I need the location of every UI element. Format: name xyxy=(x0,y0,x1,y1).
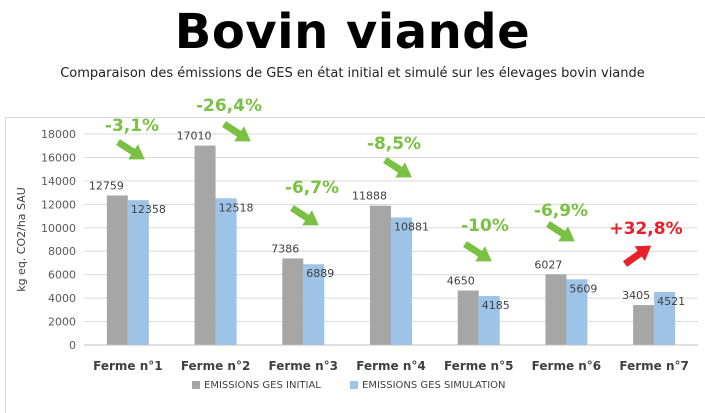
bar-initial xyxy=(633,305,655,345)
arrow-shape xyxy=(546,221,575,242)
arrow-shape xyxy=(222,121,251,142)
y-tick-label: 18000 xyxy=(41,128,76,141)
x-tick-label: Ferme n°4 xyxy=(356,359,425,373)
bar-initial xyxy=(457,290,479,345)
page-title: Bovin viande xyxy=(174,4,531,60)
x-tick-label: Ferme n°2 xyxy=(181,359,250,373)
data-label-initial: 3405 xyxy=(622,289,650,302)
x-tick-label: Ferme n°3 xyxy=(269,359,338,373)
x-tick-label: Ferme n°5 xyxy=(444,359,513,373)
arrow-up-right-icon xyxy=(622,245,652,267)
data-label-initial: 12759 xyxy=(89,179,124,192)
arrow-down-right-icon xyxy=(222,121,251,142)
bar-simulation xyxy=(566,279,588,345)
y-axis-label: kg eq. CO2/ha SAU xyxy=(15,187,28,292)
y-tick-label: 14000 xyxy=(41,175,76,188)
arrow-down-right-icon xyxy=(463,241,492,262)
arrow-shape xyxy=(622,245,652,267)
bar-initial xyxy=(194,145,216,345)
arrow-shape xyxy=(290,205,319,226)
percent-change-label: +32,8% xyxy=(609,219,682,239)
y-tick-label: 12000 xyxy=(41,198,76,211)
data-label-simulation: 5609 xyxy=(569,282,597,295)
percent-change-label: -8,5% xyxy=(367,134,421,154)
y-tick-label: 6000 xyxy=(48,269,76,282)
legend-swatch xyxy=(350,381,358,389)
data-label-simulation: 12358 xyxy=(131,203,166,216)
percent-change-label: -6,9% xyxy=(534,201,588,221)
data-label-initial: 4650 xyxy=(447,274,475,287)
bar-simulation xyxy=(215,198,237,345)
bar-initial xyxy=(545,274,567,345)
arrow-down-right-icon xyxy=(290,205,319,226)
data-label-initial: 11888 xyxy=(352,190,387,203)
bar-initial xyxy=(370,205,391,345)
y-tick-label: 16000 xyxy=(41,151,76,164)
percent-change-label: -6,7% xyxy=(285,178,339,198)
bar-simulation xyxy=(391,217,412,345)
data-label-initial: 17010 xyxy=(177,130,212,143)
arrow-shape xyxy=(116,139,145,160)
arrow-down-right-icon xyxy=(546,221,575,242)
bar-simulation xyxy=(654,292,676,345)
data-label-initial: 7386 xyxy=(271,242,299,255)
percent-change-label: -26,4% xyxy=(196,96,262,116)
y-tick-label: 2000 xyxy=(48,316,76,329)
data-label-initial: 6027 xyxy=(534,258,562,271)
x-tick-label: Ferme n°7 xyxy=(619,359,688,373)
y-tick-label: 8000 xyxy=(48,245,76,258)
data-label-simulation: 10881 xyxy=(394,220,429,233)
legend-label: EMISSIONS GES SIMULATION xyxy=(362,380,506,391)
arrow-down-right-icon xyxy=(116,139,145,160)
y-tick-label: 0 xyxy=(69,339,76,352)
y-tick-label: 4000 xyxy=(48,292,76,305)
arrow-shape xyxy=(383,157,412,178)
x-tick-label: Ferme n°6 xyxy=(532,359,601,373)
bar-initial xyxy=(282,258,304,345)
data-label-simulation: 4185 xyxy=(482,299,510,312)
arrow-down-right-icon xyxy=(383,157,412,178)
data-label-simulation: 12518 xyxy=(219,201,254,214)
bar-simulation xyxy=(478,295,500,345)
legend-label: EMISSIONS GES INITIAL xyxy=(204,380,321,391)
data-label-simulation: 6889 xyxy=(306,267,334,280)
chart-frame xyxy=(5,117,705,413)
bar-initial xyxy=(106,195,128,345)
bar-simulation xyxy=(303,264,325,345)
legend-swatch xyxy=(192,381,200,389)
percent-change-label: -3,1% xyxy=(105,116,159,136)
arrow-shape xyxy=(463,241,492,262)
y-tick-label: 10000 xyxy=(41,222,76,235)
percent-change-label: -10% xyxy=(461,216,509,236)
x-tick-label: Ferme n°1 xyxy=(93,359,162,373)
data-label-simulation: 4521 xyxy=(657,295,685,308)
chart-subtitle: Comparaison des émissions de GES en état… xyxy=(60,66,645,81)
bar-simulation xyxy=(127,200,149,345)
